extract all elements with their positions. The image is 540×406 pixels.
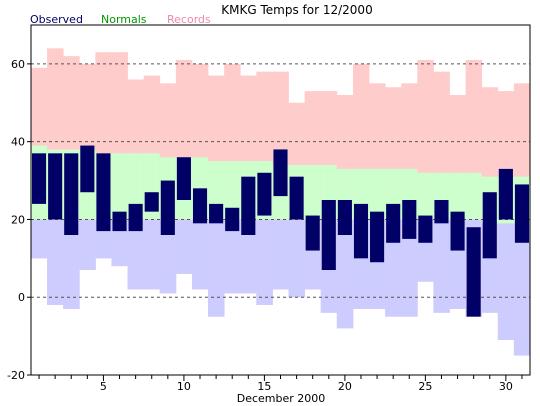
below-normal-band-day-3: [63, 219, 80, 309]
x-tick-label-5: 5: [100, 380, 107, 393]
plot-area: [31, 48, 531, 356]
below-normal-band-day-23: [385, 219, 402, 317]
observed-bar-day-2: [48, 153, 63, 220]
normal-band-day-22: [369, 168, 386, 220]
below-normal-band-day-24: [401, 219, 418, 317]
below-normal-band-day-13: [224, 219, 241, 294]
observed-bar-day-4: [80, 145, 95, 193]
observed-bar-day-25: [418, 215, 433, 243]
x-tick-label-30: 30: [499, 380, 513, 393]
x-tick-label-15: 15: [257, 380, 271, 393]
observed-bar-day-18: [305, 215, 320, 251]
below-normal-band-day-14: [240, 219, 257, 294]
below-normal-band-day-16: [272, 219, 289, 290]
normal-band-day-6: [111, 153, 128, 220]
legend-observed: Observed: [30, 13, 83, 26]
axes: -20 0 20 40 60 5 10 15 20 25 30: [7, 58, 523, 393]
below-normal-band-day-11: [191, 219, 209, 290]
normal-band-day-7: [127, 153, 145, 220]
below-normal-band-day-8: [143, 219, 161, 290]
below-normal-band-day-26: [433, 219, 450, 313]
observed-bar-day-20: [337, 200, 352, 235]
below-normal-band-day-7: [127, 219, 145, 290]
normal-band-day-18: [304, 165, 322, 220]
observed-bar-day-23: [386, 203, 401, 243]
observed-bar-day-22: [370, 211, 385, 263]
below-normal-band-day-17: [288, 219, 305, 298]
observed-bar-day-5: [96, 153, 111, 232]
x-tick-label-10: 10: [177, 380, 191, 393]
normal-band-day-25: [417, 172, 434, 220]
observed-bar-day-15: [257, 172, 272, 216]
observed-bar-day-9: [160, 180, 175, 235]
observed-bar-day-14: [241, 176, 256, 235]
x-axis-label: December 2000: [237, 392, 326, 405]
x-tick-label-20: 20: [338, 380, 352, 393]
observed-bar-day-21: [353, 203, 369, 259]
y-tick-label--20: -20: [7, 369, 25, 382]
observed-bar-day-24: [402, 200, 417, 239]
observed-bar-day-29: [482, 192, 497, 259]
observed-bar-day-10: [176, 157, 191, 200]
below-normal-band-day-20: [336, 219, 354, 329]
x-tick-label-25: 25: [418, 380, 432, 393]
observed-bar-day-17: [289, 176, 304, 220]
observed-bar-day-28: [466, 227, 481, 317]
chart-title: KMKG Temps for 12/2000: [221, 3, 372, 17]
below-normal-band-day-2: [47, 219, 64, 305]
below-normal-band-day-15: [256, 219, 273, 305]
legend-normals: Normals: [101, 13, 147, 26]
observed-bar-day-16: [273, 149, 288, 197]
observed-bar-day-8: [144, 192, 159, 212]
y-tick-label-20: 20: [11, 213, 25, 226]
below-normal-band-day-30: [497, 223, 515, 340]
observed-bar-day-19: [321, 200, 336, 270]
observed-bar-day-13: [225, 207, 240, 232]
below-normal-band-day-4: [79, 219, 96, 270]
observed-bar-day-27: [450, 211, 465, 251]
below-normal-band-day-9: [159, 219, 177, 294]
observed-bar-day-6: [112, 211, 127, 232]
observed-bar-day-26: [434, 200, 449, 224]
y-tick-label-60: 60: [11, 58, 25, 71]
below-normal-band-day-12: [208, 219, 225, 317]
y-tick-label-40: 40: [11, 136, 25, 149]
observed-bar-day-31: [514, 184, 529, 243]
observed-bar-day-30: [498, 168, 513, 220]
y-tick-label-0: 0: [18, 291, 25, 304]
observed-bar-day-11: [192, 188, 208, 224]
observed-bar-day-7: [128, 203, 143, 232]
normal-band-day-28: [465, 172, 483, 220]
observed-bar-day-1: [32, 153, 47, 204]
normal-band-day-27: [449, 172, 466, 220]
below-normal-band-day-1: [31, 219, 48, 259]
below-normal-band-day-10: [175, 219, 193, 274]
below-normal-band-day-31: [513, 223, 531, 356]
legend-records: Records: [167, 13, 211, 26]
observed-bar-day-3: [64, 153, 79, 235]
observed-bar-day-12: [209, 203, 224, 224]
normal-band-day-13: [224, 161, 241, 220]
